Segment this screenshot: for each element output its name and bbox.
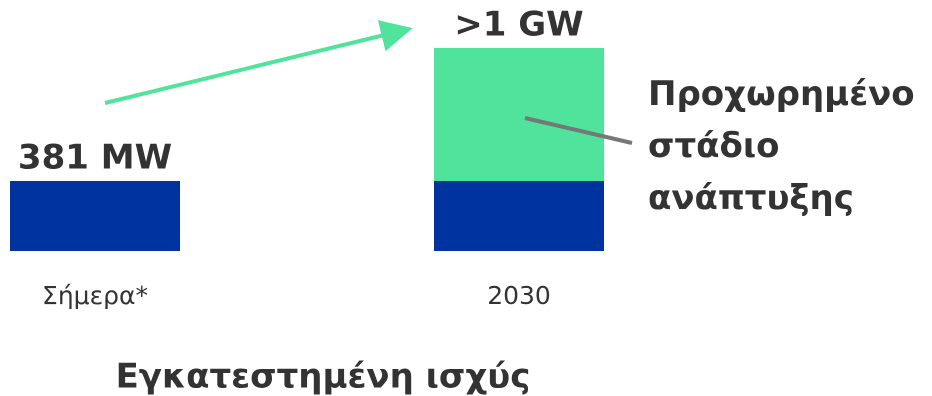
growth-arrow bbox=[104, 20, 413, 105]
bar-segment bbox=[434, 181, 604, 251]
chart-title: Εγκατεστημένη ισχύς bbox=[116, 357, 531, 396]
annotation-leader bbox=[524, 116, 633, 145]
bar-segment bbox=[434, 48, 604, 182]
x-tick-label: 2030 bbox=[487, 281, 551, 310]
value-label: 381 MW bbox=[18, 138, 172, 178]
x-tick-label: Σήμερα* bbox=[42, 281, 148, 310]
value-label: >1 GW bbox=[454, 5, 583, 45]
annotation: Προχωρημένο στάδιο ανάπτυξης bbox=[648, 74, 915, 218]
bar-segment bbox=[10, 181, 180, 251]
